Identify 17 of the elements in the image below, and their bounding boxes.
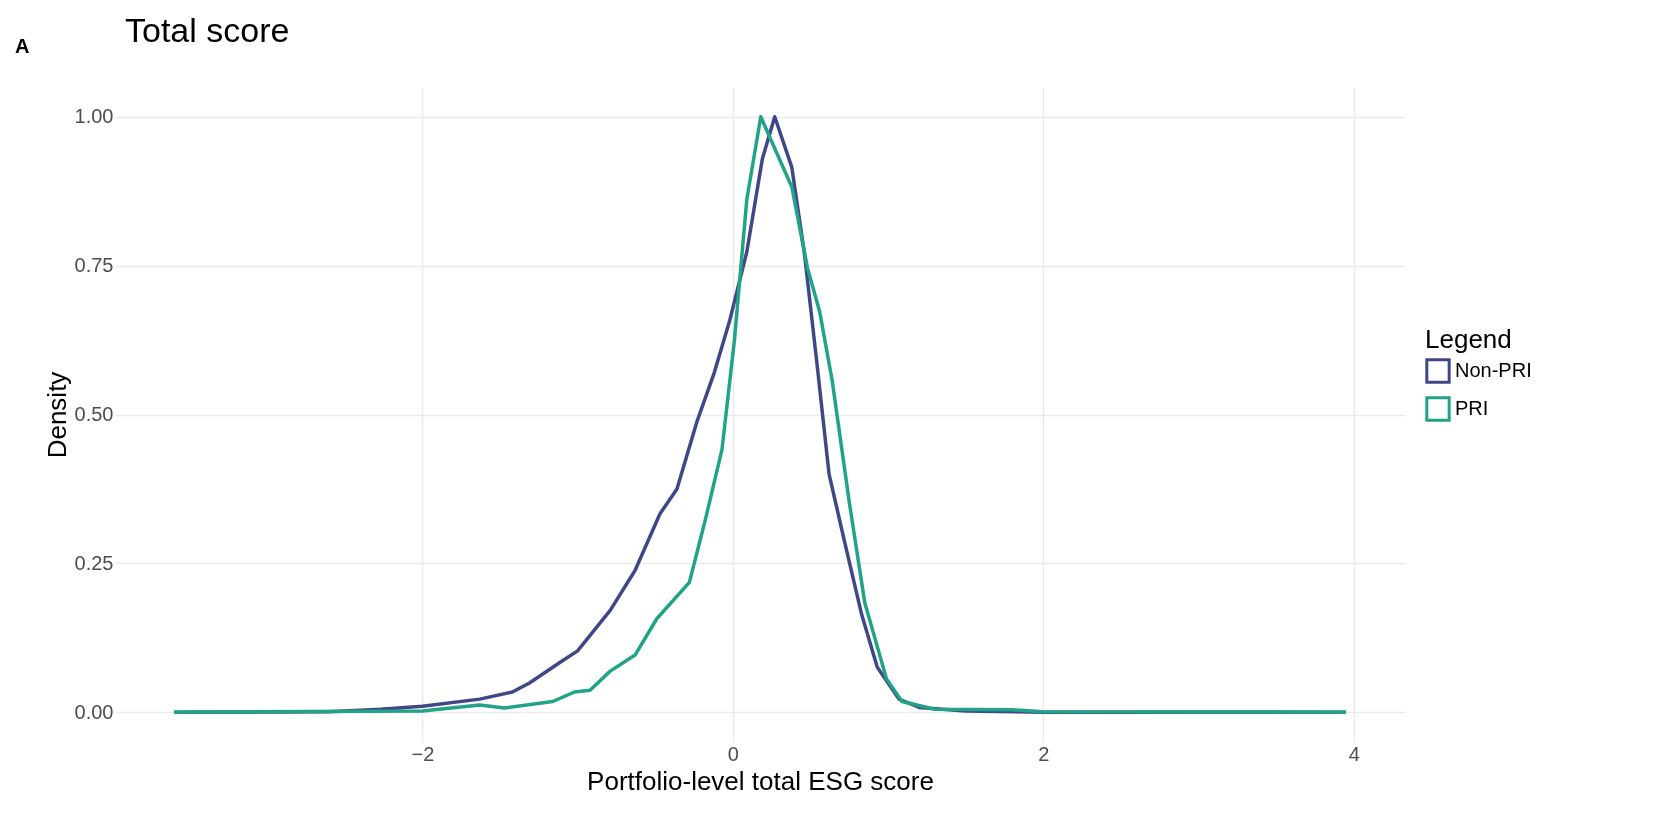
x-tick-label: 2 [1038,742,1050,765]
x-tick-label: 4 [1348,742,1360,765]
legend-label: PRI [1455,397,1489,419]
x-tick-label: 0 [727,742,739,765]
y-tick-label: 1.00 [74,105,114,128]
y-tick-label: 0.50 [74,403,114,425]
y-tick-label: 0.00 [74,700,114,723]
y-axis-title: Density [41,371,72,459]
legend-label: Non-PRI [1455,359,1532,381]
x-tick-label: −2 [411,742,435,765]
chart-title: Total score [125,11,290,49]
line-series [172,115,1348,714]
legend-title: Legend [1425,324,1512,354]
x-axis-title: Portfolio-level total ESG score [587,765,934,796]
y-tick-label: 0.75 [74,254,114,277]
text: A [15,35,30,57]
y-tick-label: 0.25 [74,551,114,574]
